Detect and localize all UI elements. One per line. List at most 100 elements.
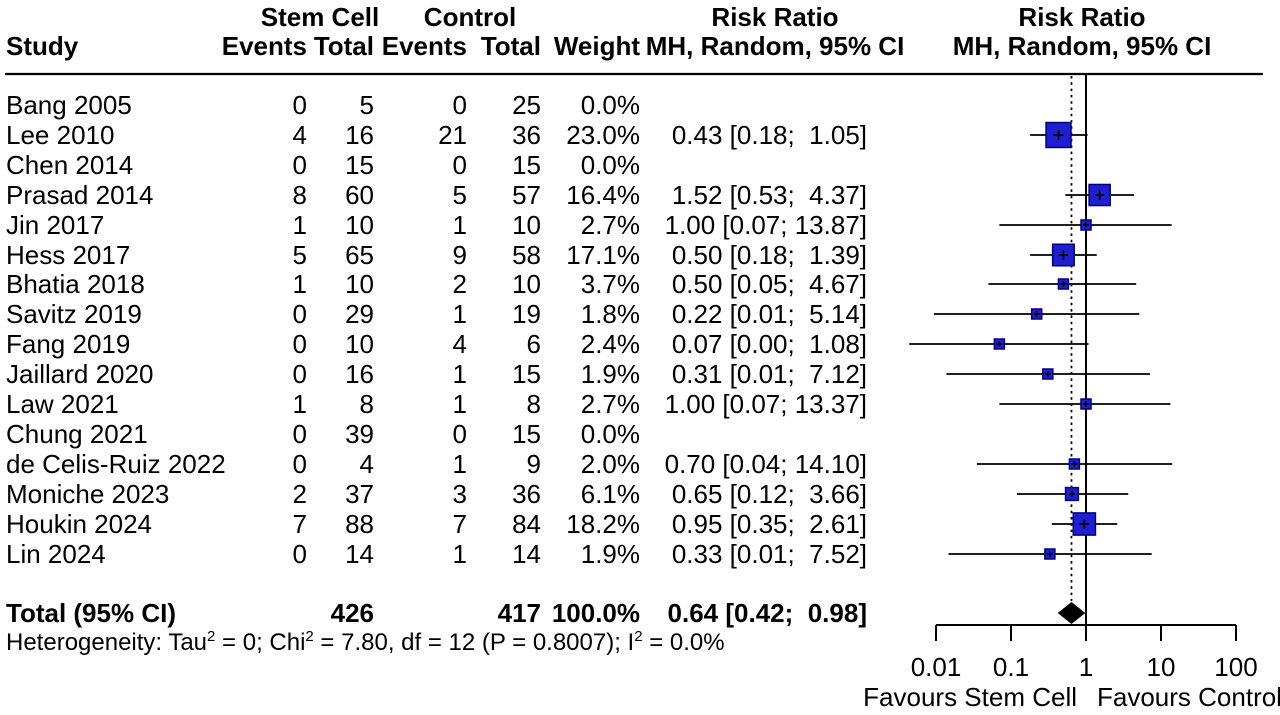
control-total: 19	[512, 299, 541, 329]
control-total: 15	[512, 150, 541, 180]
stem-total: 10	[345, 329, 374, 359]
weight-value: 0.0%	[580, 90, 640, 120]
weight-value: 17.1%	[566, 240, 640, 270]
risk-ratio-ci-text: 0.95 [0.35; 2.61]	[671, 509, 867, 539]
risk-ratio-ci-text: 0.70 [0.04; 14.10]	[664, 449, 867, 479]
favours-left-label: Favours Stem Cell	[863, 682, 1077, 712]
stem-total: 37	[345, 479, 374, 509]
risk-ratio-ci-text: 0.43 [0.18; 1.05]	[671, 120, 867, 150]
col-header-ci-plot: MH, Random, 95% CI	[952, 31, 1212, 61]
control-total: 10	[512, 210, 541, 240]
header-risk-ratio-text-col: Risk Ratio	[711, 2, 839, 32]
stem-events: 4	[292, 120, 307, 150]
study-name: Law 2021	[6, 389, 119, 419]
stem-total: 39	[345, 419, 374, 449]
weight-value: 2.7%	[580, 389, 640, 419]
study-name: Bang 2005	[6, 90, 132, 120]
weight-value: 2.4%	[580, 329, 640, 359]
stem-total: 10	[345, 210, 374, 240]
control-events: 1	[452, 389, 467, 419]
stem-events: 7	[292, 509, 307, 539]
group-header-control: Control	[423, 2, 517, 32]
stem-total: 14	[345, 539, 374, 569]
control-events: 0	[452, 419, 467, 449]
risk-ratio-ci-text: 1.52 [0.53; 4.37]	[671, 180, 867, 210]
axis-tick-label: 100	[1214, 652, 1258, 682]
control-total: 15	[512, 419, 541, 449]
weight-value: 23.0%	[566, 120, 640, 150]
total-weight: 100.0%	[551, 598, 640, 628]
stem-events: 5	[292, 240, 307, 270]
study-name: Savitz 2019	[6, 299, 142, 329]
weight-value: 18.2%	[566, 509, 640, 539]
col-header-study: Study	[6, 31, 79, 61]
control-events: 2	[452, 269, 467, 299]
stem-events: 1	[292, 389, 307, 419]
stem-total: 4	[359, 449, 374, 479]
weight-value: 1.9%	[580, 539, 640, 569]
study-name: Lin 2024	[6, 539, 106, 569]
weight-value: 1.9%	[580, 359, 640, 389]
col-header-weight: Weight	[553, 31, 640, 61]
control-total: 36	[512, 120, 541, 150]
weight-value: 2.0%	[580, 449, 640, 479]
total-control-n: 417	[497, 598, 541, 628]
stem-total: 88	[345, 509, 374, 539]
header-risk-ratio-plot-col: Risk Ratio	[1018, 2, 1146, 32]
col-header-total-control: Total	[480, 31, 541, 61]
control-events: 1	[452, 449, 467, 479]
study-name: Jaillard 2020	[6, 359, 154, 389]
weight-value: 16.4%	[566, 180, 640, 210]
study-name: Chen 2014	[6, 150, 134, 180]
col-header-events-control: Events	[381, 31, 467, 61]
stem-total: 10	[345, 269, 374, 299]
weight-value: 0.0%	[580, 419, 640, 449]
stem-total: 15	[345, 150, 374, 180]
total-ci-text: 0.64 [0.42; 0.98]	[667, 598, 867, 628]
study-name: Hess 2017	[6, 240, 131, 270]
stem-events: 0	[292, 90, 307, 120]
weight-value: 2.7%	[580, 210, 640, 240]
col-header-total-stem: Total	[313, 31, 374, 61]
stem-total: 29	[345, 299, 374, 329]
control-total: 57	[512, 180, 541, 210]
study-name: Chung 2021	[6, 419, 148, 449]
weight-value: 3.7%	[580, 269, 640, 299]
study-name: Houkin 2024	[6, 509, 152, 539]
stem-events: 2	[292, 479, 307, 509]
risk-ratio-ci-text: 0.31 [0.01; 7.12]	[671, 359, 867, 389]
pooled-effect-diamond	[1057, 602, 1086, 624]
control-total: 10	[512, 269, 541, 299]
stem-total: 5	[359, 90, 374, 120]
control-events: 3	[452, 479, 467, 509]
weight-value: 1.8%	[580, 299, 640, 329]
control-events: 9	[452, 240, 467, 270]
stem-events: 0	[292, 150, 307, 180]
control-events: 1	[452, 299, 467, 329]
stem-events: 0	[292, 449, 307, 479]
control-total: 14	[512, 539, 541, 569]
total-stem-n: 426	[330, 598, 374, 628]
col-header-events-stem: Events	[221, 31, 307, 61]
study-name: Lee 2010	[6, 120, 115, 150]
risk-ratio-ci-text: 0.07 [0.00; 1.08]	[671, 329, 867, 359]
group-header-stem-cell: Stem Cell	[260, 2, 380, 32]
control-total: 84	[512, 509, 541, 539]
control-total: 6	[526, 329, 541, 359]
heterogeneity-statistics: Heterogeneity: Tau2 = 0; Chi2 = 7.80, df…	[6, 628, 725, 656]
control-total: 36	[512, 479, 541, 509]
stem-total: 16	[345, 359, 374, 389]
control-events: 0	[452, 150, 467, 180]
axis-tick-label: 1	[1078, 652, 1094, 682]
control-events: 1	[452, 210, 467, 240]
control-events: 1	[452, 359, 467, 389]
total-label: Total (95% CI)	[6, 598, 176, 628]
control-total: 15	[512, 359, 541, 389]
control-events: 1	[452, 539, 467, 569]
risk-ratio-ci-text: 1.00 [0.07; 13.37]	[664, 389, 867, 419]
axis-tick-label: 10	[1146, 652, 1176, 682]
risk-ratio-ci-text: 1.00 [0.07; 13.87]	[664, 210, 867, 240]
stem-events: 1	[292, 269, 307, 299]
control-events: 4	[452, 329, 467, 359]
